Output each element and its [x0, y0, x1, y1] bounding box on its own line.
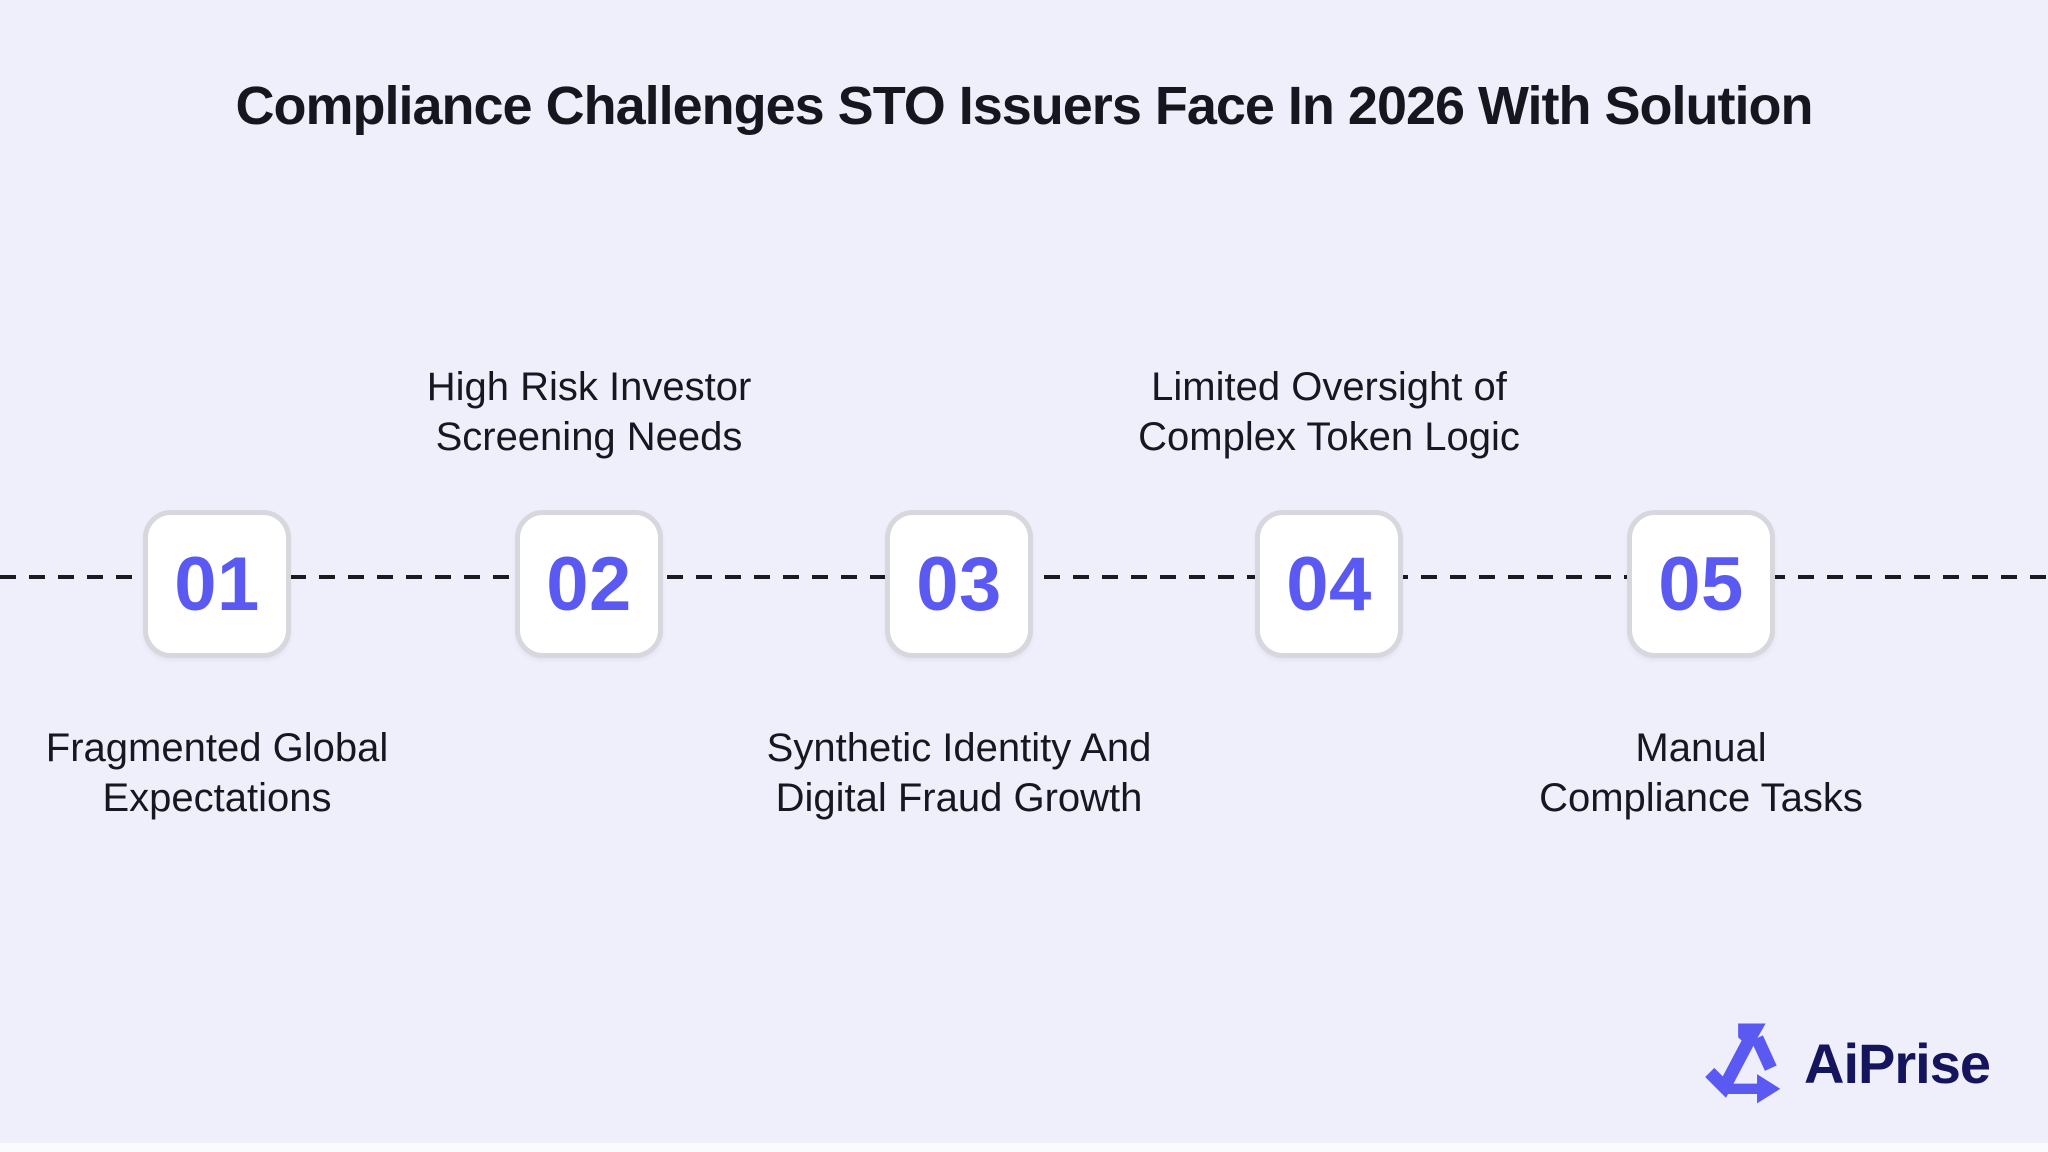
step-number-box: 01 — [143, 510, 291, 658]
step-label-line: Manual — [1635, 726, 1767, 770]
step-label-line: Complex Token Logic — [1138, 415, 1520, 459]
step-label-line: High Risk Investor — [426, 365, 752, 409]
step-label-line: Digital Fraud Growth — [775, 776, 1143, 820]
step-label-line: Screening Needs — [435, 415, 743, 459]
brand-logo: AiPrise — [1702, 1020, 1991, 1106]
timeline-step-02: High Risk Investor Screening Needs 02 — [369, 0, 809, 1152]
step-number-box: 04 — [1255, 510, 1403, 658]
step-label-line: Fragmented Global — [45, 726, 389, 770]
step-number: 02 — [546, 541, 632, 627]
step-label: Synthetic Identity And Digital Fraud Gro… — [739, 723, 1179, 823]
aiprise-check-triangle-icon — [1702, 1020, 1788, 1106]
step-label-line: Compliance Tasks — [1539, 776, 1863, 820]
step-label: Limited Oversight of Complex Token Logic — [1109, 362, 1549, 462]
step-label: High Risk Investor Screening Needs — [369, 362, 809, 462]
timeline-step-04: Limited Oversight of Complex Token Logic… — [1109, 0, 1549, 1152]
page-title: Compliance Challenges STO Issuers Face I… — [235, 76, 1814, 136]
step-label-line: Synthetic Identity And — [766, 726, 1152, 770]
timeline-step-03: 03 Synthetic Identity And Digital Fraud … — [739, 0, 1179, 1152]
step-number: 04 — [1286, 541, 1372, 627]
timeline-step-05: 05 Manual Compliance Tasks — [1481, 0, 1921, 1152]
step-number: 01 — [174, 541, 260, 627]
timeline-step-01: 01 Fragmented Global Expectations — [0, 0, 437, 1152]
step-label: Fragmented Global Expectations — [0, 723, 437, 823]
step-number: 03 — [916, 541, 1002, 627]
step-label: Manual Compliance Tasks — [1481, 723, 1921, 823]
step-label-line: Expectations — [102, 776, 332, 820]
step-number-box: 05 — [1627, 510, 1775, 658]
step-label-line: Limited Oversight of — [1151, 365, 1507, 409]
step-number: 05 — [1658, 541, 1744, 627]
brand-name: AiPrise — [1804, 1031, 1991, 1095]
step-number-box: 02 — [515, 510, 663, 658]
step-number-box: 03 — [885, 510, 1033, 658]
bottom-edge-strip — [0, 1143, 2048, 1152]
